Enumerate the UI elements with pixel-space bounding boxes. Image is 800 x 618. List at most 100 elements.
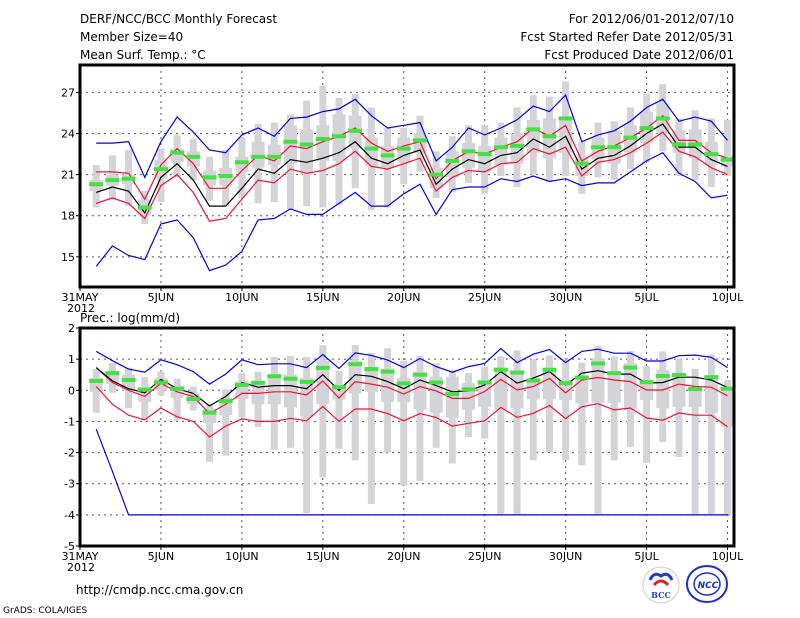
ensemble-range-bar xyxy=(691,368,699,514)
upper-spread-line xyxy=(95,367,728,415)
ensemble-range-bar xyxy=(400,360,408,486)
ensemble-range-bar xyxy=(367,352,375,504)
median-marker xyxy=(639,126,654,131)
figure-title: DERF/NCC/BCC Monthly Forecast xyxy=(80,12,277,26)
median-marker xyxy=(607,145,622,150)
x-tick-label: 5JUL xyxy=(634,550,659,563)
ensemble-quartile-box xyxy=(283,125,297,164)
ensemble-quartile-box xyxy=(721,389,735,427)
ensemble-quartile-box xyxy=(510,133,524,164)
ensemble-range-bar xyxy=(335,370,343,449)
ensemble-range-bar xyxy=(416,356,424,482)
max-line xyxy=(95,347,728,385)
ensemble-quartile-box xyxy=(672,373,686,407)
median-marker xyxy=(510,143,525,148)
median-marker xyxy=(671,142,686,147)
ensemble-range-bar xyxy=(529,359,537,461)
x-tick-label: 20JUN xyxy=(387,550,421,563)
ensemble-quartile-box xyxy=(526,119,540,153)
produced-date: Fcst Produced Date 2012/06/01 xyxy=(544,48,734,62)
median-marker xyxy=(218,399,233,404)
median-marker xyxy=(89,182,104,187)
median-marker xyxy=(671,373,686,378)
x-tick-label: 25JUN xyxy=(468,291,502,304)
ensemble-quartile-box xyxy=(607,371,621,403)
ensemble-quartile-box xyxy=(364,368,378,392)
y-tick-label: -1 xyxy=(64,415,75,428)
x-tick-label: 20JUN xyxy=(387,291,421,304)
start-date: Fcst Started Refer Date 2012/05/31 xyxy=(520,30,734,44)
median-marker xyxy=(234,160,249,165)
ensemble-quartile-box xyxy=(526,378,540,400)
ensemble-quartile-box xyxy=(445,151,459,178)
y-tick-label: -4 xyxy=(64,509,75,522)
ensemble-quartile-box xyxy=(445,376,459,418)
ensemble-range-bar xyxy=(173,378,181,421)
median-marker xyxy=(283,139,298,144)
ensemble-quartile-box xyxy=(413,371,427,410)
ensemble-range-bar xyxy=(319,345,327,478)
median-marker xyxy=(688,142,703,147)
median-marker xyxy=(704,152,719,157)
median-marker xyxy=(542,367,557,372)
precip-panel-title: Prec.: log(mm/d) xyxy=(80,311,180,325)
median-marker xyxy=(267,374,282,379)
median-marker xyxy=(153,167,168,172)
median-marker xyxy=(348,362,363,367)
x-tick-label: 10JUN xyxy=(225,291,259,304)
footer-url[interactable]: http://cmdp.ncc.cma.gov.cn xyxy=(76,583,243,597)
ensemble-range-bar xyxy=(206,404,214,462)
median-marker xyxy=(121,176,136,181)
median-marker xyxy=(445,158,460,163)
ensemble-mean-line xyxy=(95,367,728,407)
median-marker xyxy=(461,149,476,154)
y-tick-label: -3 xyxy=(64,478,75,491)
ensemble-quartile-box xyxy=(170,148,184,163)
ensemble-range-bar xyxy=(303,356,311,514)
ensemble-range-bar xyxy=(545,355,553,452)
ensemble-range-bar xyxy=(610,356,618,461)
ensemble-range-bar xyxy=(724,380,732,514)
median-marker xyxy=(412,138,427,143)
ensemble-quartile-box xyxy=(542,369,556,400)
median-marker xyxy=(121,378,136,383)
x-tick-label: 15JUN xyxy=(306,550,340,563)
ensemble-quartile-box xyxy=(235,156,249,172)
median-marker xyxy=(720,386,735,391)
median-marker xyxy=(655,116,670,121)
y-tick-label: 15 xyxy=(61,251,75,264)
y-tick-label: 1 xyxy=(68,353,75,366)
median-marker xyxy=(623,365,638,370)
ensemble-quartile-box xyxy=(316,360,330,405)
ensemble-range-bar xyxy=(497,356,505,514)
plot-frame xyxy=(78,63,736,289)
forecast-period: For 2012/06/01-2012/07/10 xyxy=(569,12,734,26)
ensemble-quartile-box xyxy=(704,375,718,414)
median-marker xyxy=(380,153,395,158)
median-marker xyxy=(315,365,330,370)
median-marker xyxy=(623,135,638,140)
median-marker xyxy=(510,370,525,375)
median-marker xyxy=(445,392,460,397)
min-line xyxy=(95,151,728,272)
x-tick-label: 30JUN xyxy=(549,550,583,563)
median-marker xyxy=(396,381,411,386)
ensemble-range-bar xyxy=(675,358,683,457)
y-tick-label: 0 xyxy=(68,384,75,397)
x-tick-year: 2012 xyxy=(67,561,95,574)
median-marker xyxy=(348,128,363,133)
median-marker xyxy=(720,157,735,162)
median-marker xyxy=(186,397,201,402)
median-marker xyxy=(558,381,573,386)
median-marker xyxy=(380,369,395,374)
median-marker xyxy=(234,382,249,387)
median-marker xyxy=(105,178,120,183)
median-marker xyxy=(542,134,557,139)
x-tick-label: 10JUN xyxy=(225,550,259,563)
y-tick-label: -5 xyxy=(64,540,75,553)
ensemble-range-bar xyxy=(707,354,715,514)
median-marker xyxy=(332,134,347,139)
median-marker xyxy=(315,137,330,141)
median-marker xyxy=(429,380,444,385)
